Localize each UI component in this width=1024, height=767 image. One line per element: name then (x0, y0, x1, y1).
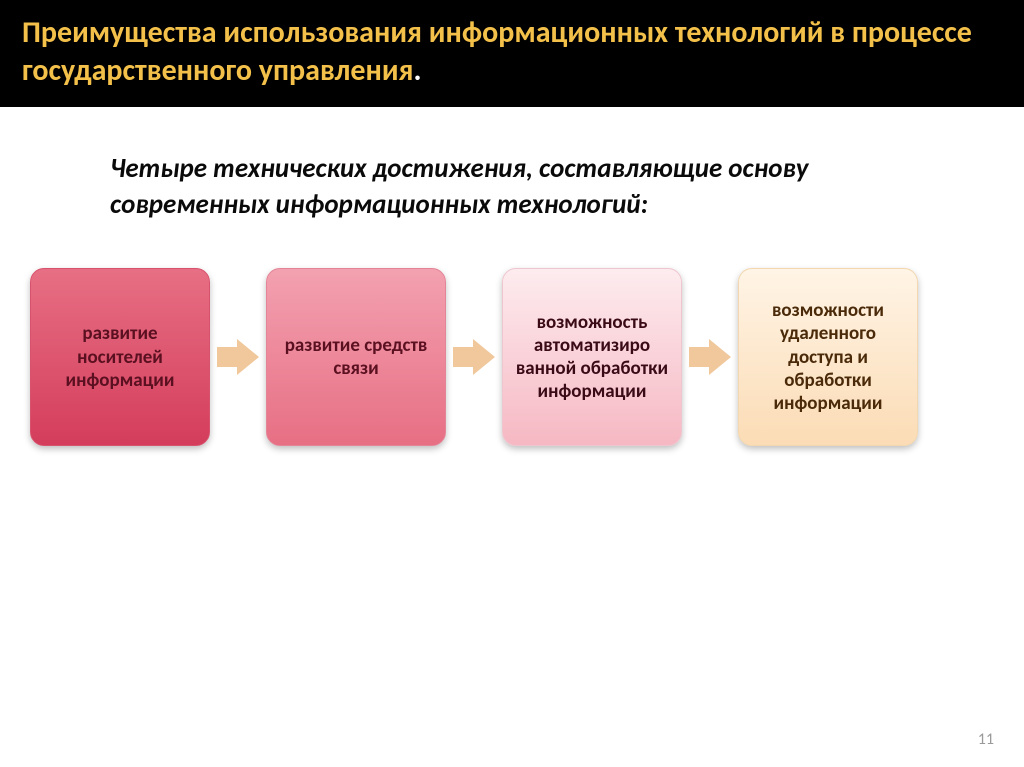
page-number: 11 (978, 730, 994, 749)
flow-node-label: развитие средств связи (279, 334, 433, 380)
flow-node-storage: развитие носителей информации (30, 268, 210, 446)
title-period: . (413, 52, 421, 89)
slide-title: Преимущества использования информационны… (22, 14, 1002, 89)
flow-node-label: возможности удаленного доступа и обработ… (751, 299, 905, 415)
flow-node-label: возможность автоматизиро ванной обработк… (515, 311, 669, 404)
title-text: Преимущества использования информационны… (22, 14, 972, 89)
arrow-icon (450, 335, 498, 379)
slide-header: Преимущества использования информационны… (0, 0, 1024, 107)
subtitle-text: Четыре технических достижения, составляю… (110, 151, 964, 222)
flow-node-label: развитие носителей информации (43, 322, 197, 392)
arrow-icon (686, 335, 734, 379)
flowchart: развитие носителей информации развитие с… (0, 232, 1024, 446)
flow-node-automation: возможность автоматизиро ванной обработк… (502, 268, 682, 446)
flow-node-communication: развитие средств связи (266, 268, 446, 446)
flow-node-remote: возможности удаленного доступа и обработ… (738, 268, 918, 446)
arrow-icon (214, 335, 262, 379)
subtitle-region: Четыре технических достижения, составляю… (0, 107, 1024, 232)
